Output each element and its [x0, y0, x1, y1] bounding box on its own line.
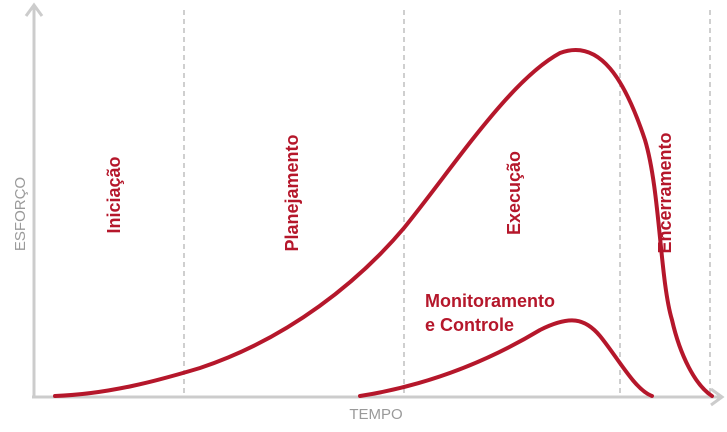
phase-label-encerramento: Encerramento: [655, 132, 675, 253]
phase-label-planejamento: Planejamento: [282, 134, 302, 251]
effort-curve: [53, 47, 714, 398]
x-axis-label: TEMPO: [349, 406, 402, 423]
phase-label-iniciacao: Iniciação: [104, 156, 124, 233]
phase-label-execucao: Execução: [504, 151, 524, 235]
y-axis-label: ESFORÇO: [12, 177, 29, 251]
monitoring-label-line1: Monitoramento: [425, 291, 555, 311]
arrow-up-icon: [24, 2, 44, 17]
arrow-right-icon: [710, 387, 725, 407]
monitoring-control-curve: [358, 318, 654, 398]
monitoring-label-line2: e Controle: [425, 315, 514, 335]
